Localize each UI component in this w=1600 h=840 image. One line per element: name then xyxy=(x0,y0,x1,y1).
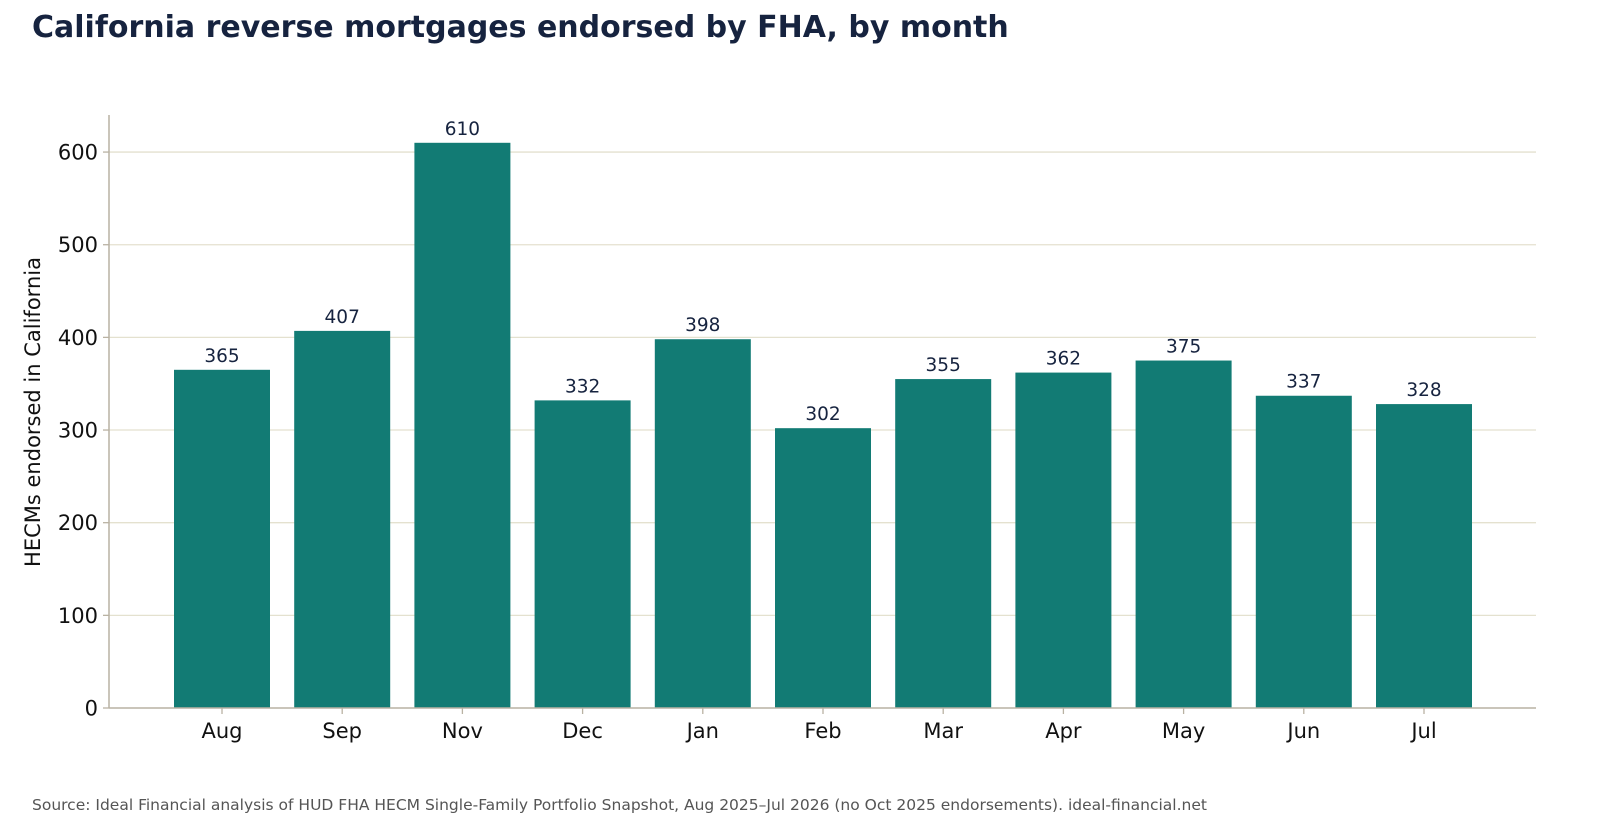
data-label: 302 xyxy=(805,404,840,425)
y-tick-label: 500 xyxy=(58,233,98,257)
data-label: 398 xyxy=(685,315,720,336)
axes: 0 100 200 300 400 500 600 Aug Sep Nov Dec Jan Feb Mar… xyxy=(58,115,1536,743)
bar xyxy=(775,428,871,708)
y-tick-label: 300 xyxy=(58,419,98,443)
bar xyxy=(1135,360,1232,708)
x-tick-label: Jul xyxy=(1409,719,1436,743)
data-label: 332 xyxy=(565,376,600,397)
y-tick-label: 400 xyxy=(58,326,98,350)
x-tick-label: Jan xyxy=(685,719,719,743)
data-label: 375 xyxy=(1166,337,1201,358)
data-label: 355 xyxy=(926,355,961,376)
data-label: 407 xyxy=(325,307,360,328)
chart-title: California reverse mortgages endorsed by… xyxy=(32,10,1009,45)
data-label: 362 xyxy=(1046,349,1081,370)
bar xyxy=(414,142,511,708)
x-tick-label: Apr xyxy=(1045,719,1082,743)
bars xyxy=(174,142,1472,708)
data-label: 365 xyxy=(204,346,239,367)
bar xyxy=(534,400,631,708)
y-tick-label: 200 xyxy=(58,511,98,535)
y-tick-label: 100 xyxy=(58,604,98,628)
data-label: 337 xyxy=(1286,372,1321,393)
data-label: 610 xyxy=(445,119,480,140)
x-tick-label: Sep xyxy=(322,719,362,743)
x-tick-label: May xyxy=(1162,719,1205,743)
x-tick-label: Jun xyxy=(1285,719,1320,743)
bar xyxy=(1015,372,1112,708)
y-tick-label: 0 xyxy=(85,697,98,721)
x-tick-label: Nov xyxy=(442,719,483,743)
bar xyxy=(1255,395,1352,708)
data-labels: 365 407 610 332 398 302 355 362 375 337 328 xyxy=(204,119,1441,425)
bar xyxy=(174,369,270,708)
x-tick-label: Dec xyxy=(562,719,603,743)
bar xyxy=(294,330,391,708)
x-tick-label: Feb xyxy=(804,719,841,743)
y-tick-label: 600 xyxy=(58,141,98,165)
x-tick-label: Mar xyxy=(923,719,963,743)
bar xyxy=(895,379,992,708)
y-axis-title: HECMs endorsed in California xyxy=(21,257,45,567)
data-label: 328 xyxy=(1406,380,1441,401)
bar xyxy=(1376,404,1472,708)
source-note: Source: Ideal Financial analysis of HUD … xyxy=(32,796,1207,814)
bar xyxy=(654,339,751,708)
x-tick-label: Aug xyxy=(201,719,242,743)
